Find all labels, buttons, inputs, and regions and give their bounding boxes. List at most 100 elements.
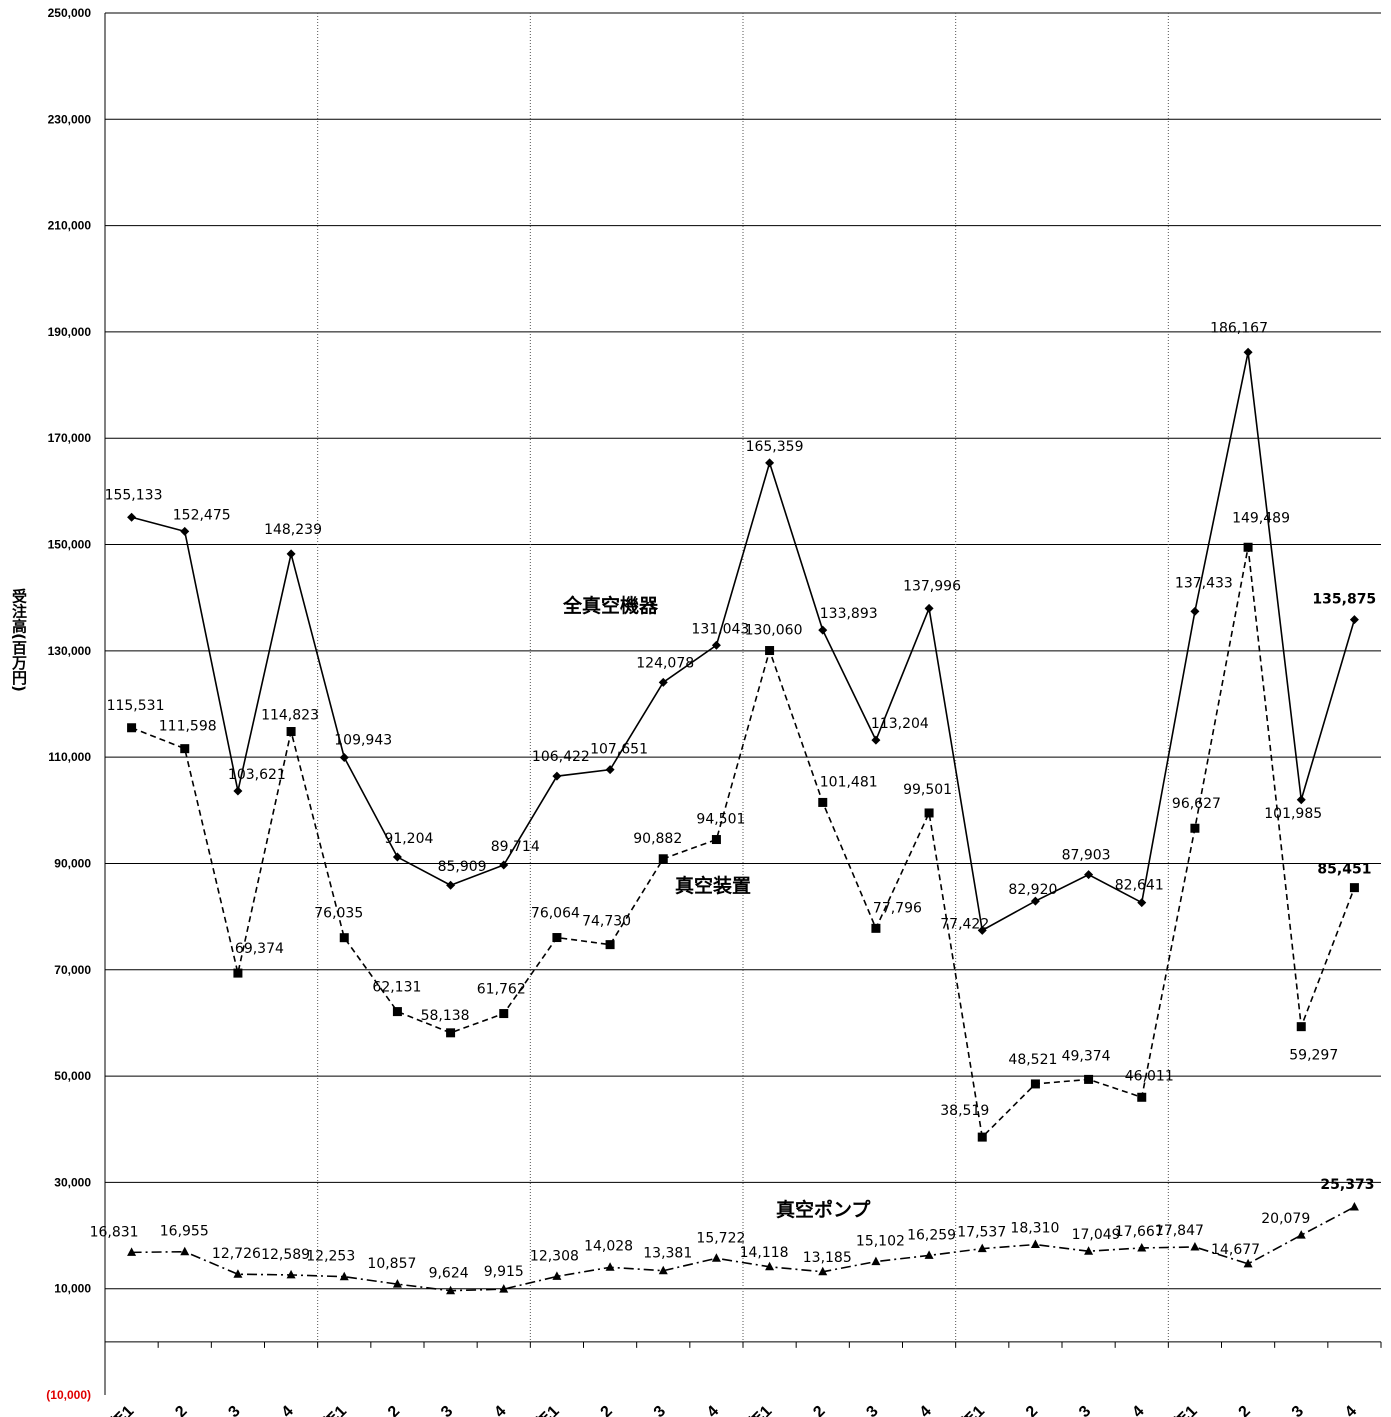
data-point — [286, 549, 296, 559]
data-point — [1243, 1258, 1253, 1268]
data-point — [286, 727, 296, 737]
x-tick-label: 11年1 — [94, 1401, 137, 1417]
y-tick-label: 90,000 — [54, 856, 91, 870]
x-tick-label: 4 — [917, 1403, 935, 1417]
y-tick-label: (10,000) — [46, 1388, 91, 1402]
data-label: 90,882 — [633, 831, 682, 847]
data-point — [392, 1007, 402, 1017]
data-label: 96,627 — [1172, 796, 1221, 812]
series-真空装置 — [127, 542, 1359, 1142]
y-tick-label: 70,000 — [54, 963, 91, 977]
x-tick-label: 4 — [1129, 1403, 1147, 1417]
data-label: 12,589 — [261, 1247, 310, 1263]
y-tick-label: 250,000 — [48, 6, 92, 20]
y-tick-label: 190,000 — [48, 325, 92, 339]
data-label: 14,118 — [740, 1245, 789, 1261]
data-point — [924, 808, 934, 818]
data-label: 18,310 — [1010, 1221, 1059, 1237]
y-tick-label: 50,000 — [54, 1069, 91, 1083]
x-tick-label: 4 — [491, 1403, 509, 1417]
data-point — [286, 1269, 296, 1279]
data-label: 17,847 — [1155, 1223, 1204, 1239]
data-point — [1084, 1246, 1094, 1255]
data-point — [1190, 823, 1200, 833]
data-point — [765, 458, 775, 468]
data-label: 14,028 — [584, 1238, 633, 1254]
y-tick-label: 170,000 — [48, 431, 92, 445]
data-point — [765, 646, 775, 656]
data-point — [1030, 1239, 1040, 1249]
data-point — [977, 925, 987, 935]
data-label: 17,049 — [1072, 1227, 1121, 1243]
series-line — [131, 547, 1356, 1139]
x-tick-label: 12年1 — [306, 1401, 350, 1417]
x-tick-label: 2 — [598, 1403, 616, 1417]
data-point — [1190, 1241, 1200, 1251]
data-point — [446, 880, 456, 890]
data-label: 106,422 — [532, 749, 590, 765]
data-point — [1137, 1092, 1147, 1102]
data-label: 69,374 — [235, 941, 284, 957]
data-label: 9,915 — [484, 1264, 524, 1280]
data-label: 58,138 — [421, 1008, 470, 1024]
data-point — [977, 1243, 987, 1253]
data-point — [233, 786, 243, 796]
data-label: 14,677 — [1211, 1242, 1260, 1258]
data-label: 16,955 — [160, 1224, 209, 1240]
data-label: 10,857 — [367, 1256, 416, 1272]
y-tick-label: 10,000 — [54, 1282, 91, 1296]
data-label: 17,537 — [957, 1225, 1006, 1241]
data-label: 15,102 — [856, 1234, 905, 1250]
data-label: 124,078 — [636, 655, 694, 671]
x-tick-label: 15年1 — [944, 1401, 988, 1417]
y-tick-label: 230,000 — [48, 112, 92, 126]
data-point — [392, 852, 402, 862]
series-name-label: 真空ポンプ — [776, 1198, 871, 1221]
data-point — [180, 526, 190, 536]
data-label: 76,035 — [314, 906, 363, 922]
data-label: 113,204 — [871, 716, 929, 732]
data-label: 77,422 — [940, 916, 989, 932]
series-line — [131, 352, 1356, 932]
series-name-label: 真空装置 — [675, 874, 751, 897]
x-tick-label: 2 — [1236, 1403, 1254, 1417]
data-label: 115,531 — [107, 698, 165, 714]
data-point — [180, 1246, 190, 1256]
data-label: 137,996 — [903, 578, 961, 594]
y-tick-label: 150,000 — [48, 538, 92, 552]
data-label: 131,043 — [691, 621, 749, 637]
x-tick-label: 3 — [438, 1403, 456, 1417]
x-tick-label: 16年1 — [1157, 1401, 1201, 1417]
x-tick-label: 2 — [385, 1403, 403, 1417]
data-label: 152,475 — [173, 507, 231, 523]
data-label: 101,481 — [820, 774, 878, 790]
data-point — [499, 860, 509, 870]
data-label: 12,308 — [530, 1248, 579, 1264]
data-point — [233, 968, 243, 978]
data-point — [446, 1285, 456, 1295]
data-label: 74,730 — [582, 914, 631, 930]
data-label: 13,381 — [643, 1246, 692, 1262]
x-tick-label: 4 — [704, 1403, 722, 1417]
data-label: 89,714 — [491, 839, 540, 855]
data-point — [871, 1256, 881, 1266]
data-point — [552, 771, 562, 781]
data-point — [1137, 1242, 1147, 1252]
x-tick-label: 3 — [651, 1403, 669, 1417]
data-labels: 155,133 152,475 103,621 148,239 109,943 91,20… — [90, 320, 1377, 1281]
data-point — [711, 1253, 721, 1262]
data-label: 137,433 — [1175, 575, 1233, 591]
data-label: 16,259 — [907, 1227, 956, 1243]
x-tick-label: 3 — [1076, 1403, 1094, 1417]
x-tick-label: 13年1 — [519, 1401, 563, 1417]
data-label: 61,762 — [477, 982, 526, 998]
data-label: 49,374 — [1062, 1048, 1111, 1064]
data-label: 101,985 — [1264, 806, 1322, 822]
data-label: 85,909 — [438, 859, 487, 875]
data-label: 148,239 — [264, 522, 322, 538]
data-point — [499, 1284, 509, 1293]
data-label: 20,079 — [1261, 1211, 1310, 1227]
data-point — [127, 512, 137, 522]
